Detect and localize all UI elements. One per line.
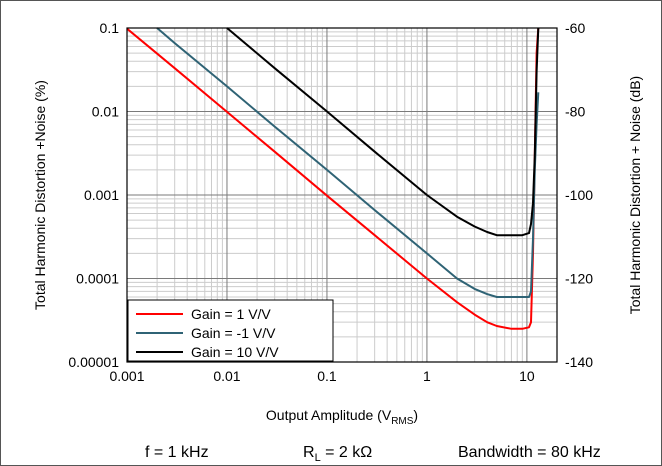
- tick-labels: 0.001 0.01 0.1 1 10 0.00001 0.0001 0.001 0.01 0.1…: [68, 20, 593, 384]
- x-tick-label: 0.1: [317, 368, 337, 384]
- legend: Gain = 1 V/V Gain = -1 V/V Gain = 10 V/V: [127, 299, 334, 362]
- y-tick-label-left: 0.01: [92, 104, 119, 120]
- condition-load: RL = 2 kΩ: [303, 444, 372, 464]
- series-curves: [126, 27, 540, 330]
- y-tick-label-left: 0.001: [84, 187, 119, 203]
- x-tick-label: 0.01: [213, 368, 240, 384]
- plot-border: [126, 27, 558, 363]
- x-axis-title: Output Amplitude (VRMS): [266, 407, 418, 427]
- legend-label-3: Gain = 10 V/V: [191, 344, 279, 360]
- legend-label-1: Gain = 1 V/V: [191, 306, 271, 322]
- y-axis-title-right: Total Harmonic Distortion + Noise (dB): [627, 76, 643, 314]
- legend-label-2: Gain = -1 V/V: [191, 325, 276, 341]
- y-tick-label-right: -120: [565, 271, 593, 287]
- condition-bandwidth: Bandwidth = 80 kHz: [458, 444, 601, 461]
- x-tick-label: 10: [519, 368, 535, 384]
- y-axis-title-left: Total Harmonic Distortion +Noise (%): [32, 80, 48, 310]
- y-tick-label-right: -140: [565, 354, 593, 370]
- condition-load-subscript: L: [315, 452, 321, 464]
- y-tick-label-left: 0.00001: [68, 354, 119, 370]
- x-axis-title-main: Output Amplitude (V: [266, 407, 392, 423]
- x-tick-label: 1: [423, 368, 431, 384]
- condition-load-end: = 2 kΩ: [321, 444, 373, 461]
- series-line-2: [156, 27, 540, 298]
- series-line-3: [226, 27, 540, 237]
- y-tick-label-right: -100: [565, 187, 593, 203]
- y-tick-label-right: -80: [565, 104, 585, 120]
- condition-frequency: f = 1 kHz: [145, 444, 209, 461]
- x-axis-title-subscript: RMS: [391, 416, 414, 427]
- y-tick-label-left: 0.1: [100, 20, 120, 36]
- legend-box: [127, 299, 334, 362]
- condition-load-main: R: [303, 444, 315, 461]
- y-tick-label-right: -60: [565, 20, 585, 36]
- y-tick-label-left: 0.0001: [76, 271, 119, 287]
- x-axis-title-end: ): [413, 407, 418, 423]
- x-tick-label: 0.001: [109, 368, 144, 384]
